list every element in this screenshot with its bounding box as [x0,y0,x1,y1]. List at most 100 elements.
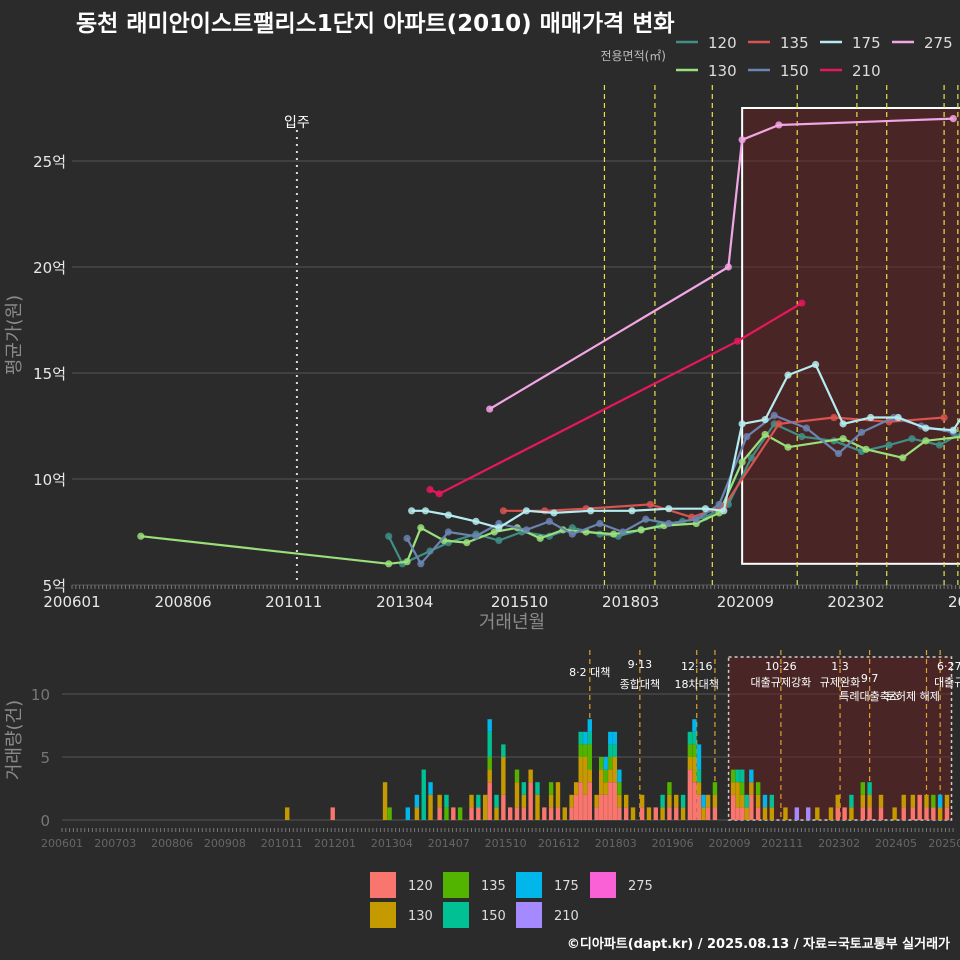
bar-segment-120 [924,807,929,820]
bar-segment-120 [501,794,506,820]
data-point-130 [637,526,645,534]
data-point-130 [761,430,769,439]
x-tick-label: 202009 [717,593,774,611]
bar-segment-150 [660,794,665,808]
bar-segment-150 [444,794,449,808]
data-point-150 [619,528,627,536]
legend-label-275: 275 [924,34,953,52]
y-tick-label: 5억 [43,577,66,595]
data-point-120 [426,547,434,555]
bar-segment-120 [687,769,693,820]
legend-label-150: 150 [780,62,809,80]
bar-segment-120 [569,807,574,820]
bar-segment-150 [612,744,618,757]
bar-segment-135 [755,782,761,795]
bar-segment-175 [749,769,754,783]
bar-segment-130 [937,807,943,820]
bar-segment-175 [701,794,706,808]
bar-segment-150 [692,731,697,745]
legend-title: 전용면적(㎡) [600,49,666,63]
bar-segment-130 [705,794,711,808]
bar-segment-130 [521,794,527,808]
bar-segment-130 [562,807,567,820]
data-point-130 [417,524,425,532]
bar-segment-130 [487,769,492,783]
y-tick-label: 15억 [33,365,66,383]
bar-segment-130 [382,782,388,820]
bar-segment-150 [849,794,854,808]
bar-legend-label-135: 135 [481,879,506,894]
bar-segment-130 [680,807,686,820]
data-point-150 [665,519,673,528]
data-point-135 [830,413,838,422]
bar-legend-swatch-210 [516,902,542,928]
bar-segment-130 [696,782,702,795]
bar-segment-130 [867,794,872,808]
bar-segment-130 [482,794,488,820]
data-point-175 [628,507,636,515]
bar-segment-135 [687,744,693,757]
bar-segment-130 [587,769,592,783]
bar-segment-135 [608,757,613,770]
data-point-130 [490,528,498,536]
bar-segment-130 [494,807,499,820]
data-point-150 [568,530,576,538]
bar-segment-130 [548,794,554,808]
bar-segment-120 [507,807,513,820]
bar-segment-130 [783,807,788,820]
data-point-210 [733,337,742,345]
bar-annotation: 대출규제강화 [751,676,812,689]
bar-segment-120 [587,782,592,820]
bar-segment-135 [730,769,736,783]
bar-segment-120 [917,794,922,820]
bar-segment-130 [598,769,604,795]
data-point-150 [642,515,650,523]
legend-label-210: 210 [852,62,881,80]
bar-segment-175 [405,807,410,820]
bar-annotation: 9·13 [628,658,653,671]
data-point-175 [587,507,595,515]
bar-x-tick-label: 201906 [652,837,694,850]
data-point-175 [811,360,820,369]
bar-segment-130 [944,794,950,808]
bar-segment-120 [487,782,492,820]
bar-segment-175 [487,719,492,732]
bar-segment-135 [514,769,520,783]
series-line-130 [140,433,960,565]
bar-segment-120 [469,807,474,820]
bar-segment-175 [762,794,768,808]
bar-annotation: 9·7 [861,672,879,685]
bar-segment-120 [835,807,840,820]
data-point-150 [743,433,751,441]
bar-segment-130 [603,782,608,795]
bar-highlight-box [727,656,953,821]
bar-x-tick-label: 200908 [204,837,246,850]
data-point-175 [421,507,430,515]
bar-segment-120 [624,807,629,820]
bar-segment-130 [674,794,679,808]
data-point-175 [444,511,452,519]
bar-segment-175 [414,794,420,808]
bar-segment-135 [387,807,392,820]
bar-segment-130 [469,794,474,808]
bar-segment-175 [617,769,622,783]
data-point-275 [949,115,957,123]
bar-segment-135 [487,757,492,770]
x-tick-label: 201510 [491,593,548,611]
bar-segment-120 [542,807,547,820]
data-point-175 [522,507,531,515]
data-point-120 [798,433,806,441]
bar-segment-130 [285,807,290,820]
data-point-150 [522,526,531,534]
data-point-130 [839,435,847,443]
bar-segment-130 [660,807,665,820]
bar-segment-130 [828,807,834,820]
data-point-175 [472,517,480,526]
bar-segment-130 [701,807,706,820]
bar-segment-130 [878,794,884,808]
data-point-175 [761,416,769,424]
bar-segment-130 [514,782,520,808]
bar-segment-130 [712,794,718,808]
bar-segment-120 [617,807,622,820]
bar-segment-120 [612,782,618,820]
